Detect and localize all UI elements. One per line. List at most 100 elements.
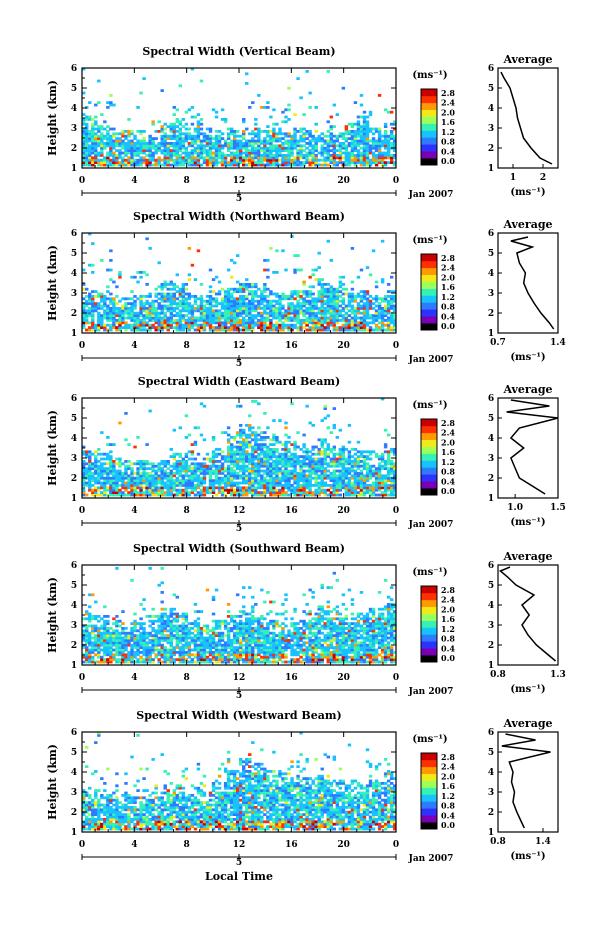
x-tick-label: 0	[393, 176, 399, 186]
heatmap-cell	[266, 130, 270, 133]
heatmap-cell	[263, 106, 267, 109]
heatmap-cell	[317, 319, 321, 322]
heatmap-cell	[365, 311, 370, 315]
heatmap-cell	[344, 146, 349, 150]
heatmap-cell	[389, 314, 394, 317]
heatmap-cell	[115, 295, 119, 298]
heatmap-cell	[112, 163, 116, 167]
heatmap-cell	[275, 436, 279, 439]
heatmap-cell	[260, 460, 264, 463]
heatmap-cell	[181, 132, 186, 136]
heatmap-cell	[175, 146, 180, 150]
heatmap-cell	[103, 163, 107, 167]
heatmap-cell	[94, 151, 98, 155]
heatmap-cell	[163, 469, 167, 473]
heatmap-cell	[187, 467, 192, 470]
average-x-tick-label: 1.4	[550, 338, 566, 348]
heatmap-cell	[272, 493, 276, 497]
heatmap-cell	[217, 161, 222, 164]
heatmap-cell	[299, 304, 303, 308]
heatmap-cell	[208, 142, 213, 145]
colorbar-tick-label: 0.4	[441, 476, 455, 486]
heatmap-cell	[100, 326, 104, 329]
heatmap-cell	[235, 460, 240, 463]
heatmap-cell	[100, 491, 104, 494]
heatmap-cell	[242, 142, 246, 145]
heatmap-cell	[91, 316, 95, 320]
heatmap-cell	[118, 474, 122, 478]
heatmap-cell	[377, 142, 382, 145]
heatmap-cell	[172, 307, 176, 310]
heatmap-cell	[205, 151, 210, 155]
heatmap-cell	[359, 450, 364, 454]
heatmap-cell	[220, 467, 225, 470]
heatmap-cell	[263, 436, 267, 439]
heatmap-cell	[362, 297, 367, 301]
heatmap-cell	[163, 299, 167, 303]
heatmap-cell	[332, 134, 337, 138]
heatmap-cell	[365, 316, 370, 320]
heatmap-cell	[163, 156, 167, 160]
heatmap-cell	[94, 479, 98, 482]
heatmap-cell	[359, 158, 364, 162]
heatmap-cell	[350, 484, 355, 487]
heatmap-cell	[332, 479, 337, 482]
heatmap-cell	[106, 314, 110, 317]
y-tick-label: 4	[71, 269, 77, 279]
heatmap-cell	[272, 323, 276, 327]
heatmap-cell	[293, 134, 297, 138]
heatmap-cell	[232, 484, 237, 487]
heatmap-cell	[190, 321, 195, 325]
heatmap-cell	[214, 464, 219, 468]
heatmap-cell	[254, 450, 258, 454]
heatmap-cell	[145, 472, 149, 475]
heatmap-cell	[374, 323, 379, 327]
heatmap-cell	[308, 321, 312, 325]
heatmap-cell	[308, 464, 312, 468]
heatmap-cell	[254, 283, 258, 286]
heatmap-cell	[220, 488, 225, 492]
heatmap-cell	[85, 132, 89, 136]
heatmap-cell	[208, 323, 213, 327]
heatmap-cell	[239, 154, 243, 157]
heatmap-cell	[386, 149, 391, 152]
heatmap-cell	[281, 137, 285, 140]
heatmap-cell	[350, 455, 355, 458]
colorbar-swatch	[421, 432, 437, 441]
heatmap-cell	[320, 311, 324, 315]
heatmap-cell	[353, 448, 358, 451]
heatmap-cell	[220, 328, 225, 332]
heatmap-cell	[163, 474, 167, 478]
heatmap-cell	[181, 302, 186, 305]
heatmap-cell	[148, 137, 152, 140]
average-title: Average	[502, 53, 552, 66]
heatmap-cell	[356, 321, 361, 325]
heatmap-cell	[251, 448, 255, 451]
heatmap-cell	[190, 457, 195, 461]
heatmap-cell	[245, 443, 249, 446]
heatmap-cell	[223, 316, 228, 320]
heatmap-cell	[389, 122, 394, 126]
heatmap-cell	[163, 280, 167, 284]
heatmap-cell	[377, 484, 382, 487]
heatmap-cell	[82, 132, 86, 136]
heatmap-cell	[136, 469, 140, 473]
heatmap-cell	[314, 137, 318, 140]
heatmap-cell	[94, 134, 98, 138]
colorbar-swatch	[421, 309, 437, 317]
heatmap-cell	[275, 479, 279, 482]
heatmap-cell	[326, 328, 330, 332]
heatmap-cell	[356, 486, 361, 490]
heatmap-cell	[124, 154, 128, 157]
heatmap-cell	[326, 142, 330, 145]
heatmap-cell	[356, 311, 361, 315]
heatmap-cell	[196, 479, 201, 482]
heatmap-cell	[278, 295, 282, 298]
heatmap-cell	[112, 158, 116, 162]
heatmap-cell	[263, 130, 267, 133]
heatmap-cell	[136, 314, 140, 317]
heatmap-cell	[293, 271, 297, 274]
heatmap-cell	[94, 309, 98, 313]
average-y-tick-label: 4	[488, 104, 494, 114]
heatmap-cell	[356, 149, 361, 152]
